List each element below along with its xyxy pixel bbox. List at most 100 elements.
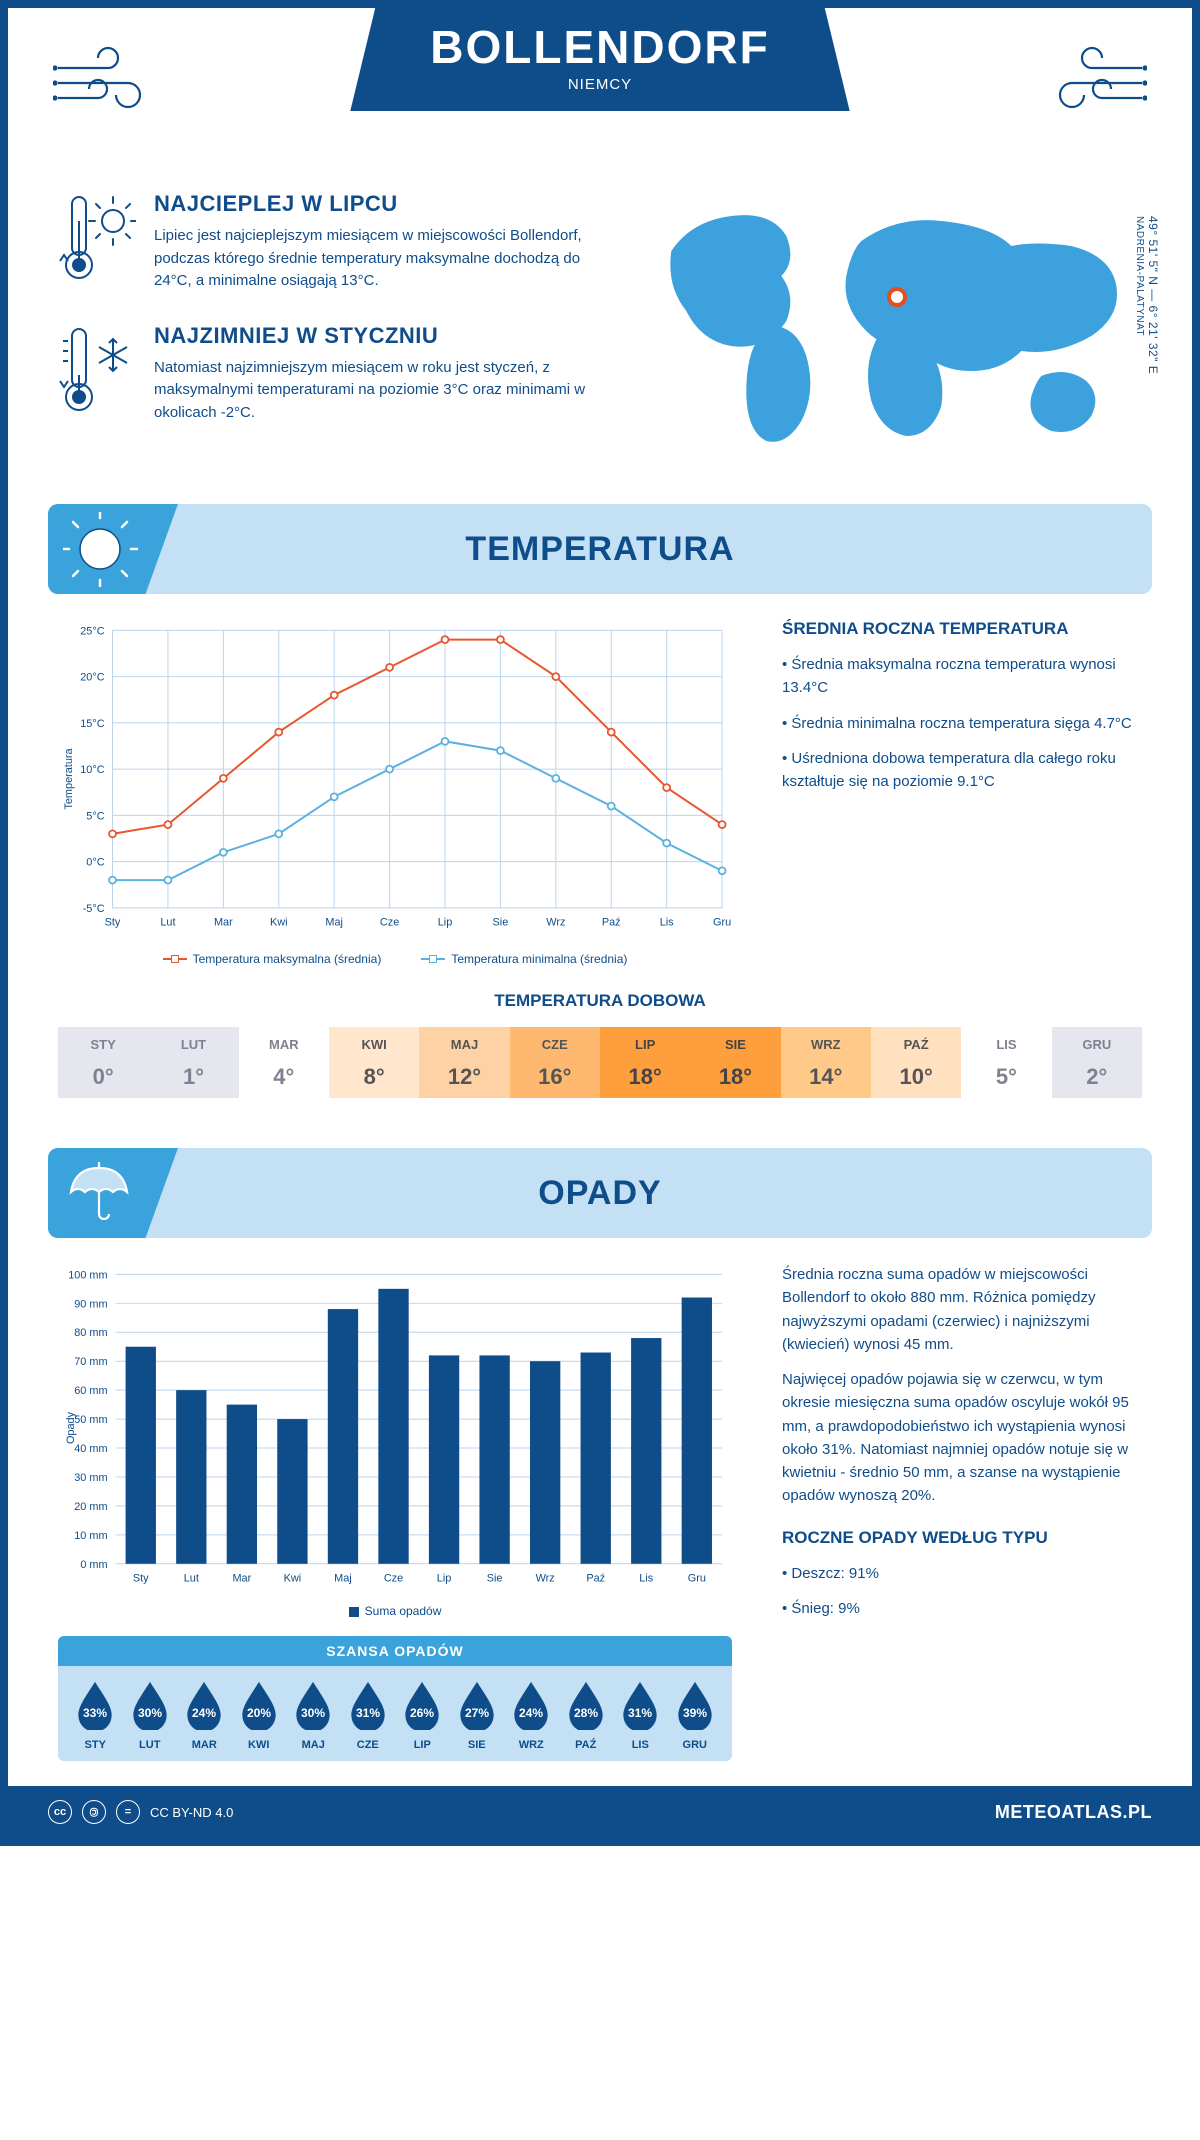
by-icon: 🄯 xyxy=(82,1800,106,1824)
warm-fact: NAJCIEPLEJ W LIPCU Lipiec jest najcieple… xyxy=(58,191,611,293)
precip-paragraph: Najwięcej opadów pojawia się w czerwcu, … xyxy=(782,1368,1142,1508)
precip-paragraph: Średnia roczna suma opadów w miejscowośc… xyxy=(782,1263,1142,1356)
legend-min-label: Temperatura minimalna (średnia) xyxy=(451,952,627,966)
svg-text:20%: 20% xyxy=(247,1706,271,1720)
wind-icon xyxy=(53,43,163,123)
svg-text:-5°C: -5°C xyxy=(83,903,105,915)
svg-text:Lut: Lut xyxy=(184,1573,199,1585)
license-block: cc 🄯 = CC BY-ND 4.0 xyxy=(48,1800,233,1824)
month-cell: LIS5° xyxy=(961,1027,1051,1098)
month-cell: WRZ14° xyxy=(781,1027,871,1098)
svg-text:20°C: 20°C xyxy=(80,672,104,684)
svg-text:Sie: Sie xyxy=(487,1573,503,1585)
svg-text:70 mm: 70 mm xyxy=(74,1356,107,1368)
precipitation-chance: SZANSA OPADÓW 33%STY30%LUT24%MAR20%KWI30… xyxy=(58,1636,732,1761)
svg-text:39%: 39% xyxy=(683,1706,707,1720)
chance-drop: 27%SIE xyxy=(455,1680,499,1751)
chance-drop: 20%KWI xyxy=(237,1680,281,1751)
svg-text:Sie: Sie xyxy=(493,917,509,929)
month-cell: STY0° xyxy=(58,1027,148,1098)
month-cell: CZE16° xyxy=(510,1027,600,1098)
svg-text:Paź: Paź xyxy=(586,1573,605,1585)
svg-text:10 mm: 10 mm xyxy=(74,1530,107,1542)
svg-text:Maj: Maj xyxy=(334,1573,352,1585)
svg-text:Cze: Cze xyxy=(384,1573,403,1585)
temp-bullet: • Uśredniona dobowa temperatura dla całe… xyxy=(782,747,1142,794)
precipitation-info: Średnia roczna suma opadów w miejscowośc… xyxy=(782,1263,1142,1761)
precip-legend-label: Suma opadów xyxy=(365,1604,442,1618)
svg-text:Paź: Paź xyxy=(602,917,621,929)
cold-title: NAJZIMNIEJ W STYCZNIU xyxy=(154,323,611,349)
svg-text:100 mm: 100 mm xyxy=(68,1269,107,1281)
warm-title: NAJCIEPLEJ W LIPCU xyxy=(154,191,611,217)
temperature-info: ŚREDNIA ROCZNA TEMPERATURA • Średnia mak… xyxy=(782,619,1142,966)
svg-text:33%: 33% xyxy=(83,1706,107,1720)
chance-drop: 24%WRZ xyxy=(509,1680,553,1751)
svg-text:Maj: Maj xyxy=(325,917,343,929)
chance-drop: 30%MAJ xyxy=(291,1680,335,1751)
header: BOLLENDORF NIEMCY xyxy=(8,8,1192,191)
svg-text:50 mm: 50 mm xyxy=(74,1414,107,1426)
thermometer-cold-icon xyxy=(58,323,136,425)
svg-text:20 mm: 20 mm xyxy=(74,1501,107,1513)
wind-icon xyxy=(1037,43,1147,123)
month-cell: KWI8° xyxy=(329,1027,419,1098)
svg-text:Temperatura: Temperatura xyxy=(63,747,75,809)
country-name: NIEMCY xyxy=(430,76,769,93)
month-cell: LIP18° xyxy=(600,1027,690,1098)
precipitation-chart: 0 mm10 mm20 mm30 mm40 mm50 mm60 mm70 mm8… xyxy=(58,1263,732,1761)
coords-value: 49° 51' 5" N — 6° 21' 32" E xyxy=(1146,216,1160,374)
infographic-frame: BOLLENDORF NIEMCY NAJCIEPLEJ W LIPCU Lip… xyxy=(0,0,1200,1846)
svg-text:Sty: Sty xyxy=(105,917,121,929)
month-cell: MAR4° xyxy=(239,1027,329,1098)
month-cell: LUT1° xyxy=(148,1027,238,1098)
precipitation-section-header: OPADY xyxy=(48,1148,1152,1238)
region-name: NADRENIA-PALATYNAT xyxy=(1134,216,1145,336)
svg-text:Lis: Lis xyxy=(639,1573,653,1585)
svg-text:Cze: Cze xyxy=(380,917,399,929)
month-strip: STY0°LUT1°MAR4°KWI8°MAJ12°CZE16°LIP18°SI… xyxy=(58,1027,1142,1098)
svg-text:30%: 30% xyxy=(138,1706,162,1720)
chance-title: SZANSA OPADÓW xyxy=(58,1636,732,1666)
daily-temperature: TEMPERATURA DOBOWA STY0°LUT1°MAR4°KWI8°M… xyxy=(8,991,1192,1128)
svg-text:24%: 24% xyxy=(519,1706,543,1720)
cold-text: Natomiast najzimniejszym miesiącem w rok… xyxy=(154,357,611,425)
svg-text:5°C: 5°C xyxy=(86,810,104,822)
facts-column: NAJCIEPLEJ W LIPCU Lipiec jest najcieple… xyxy=(58,191,611,454)
svg-text:28%: 28% xyxy=(574,1706,598,1720)
temp-legend: Temperatura maksymalna (średnia) Tempera… xyxy=(58,952,732,966)
svg-text:24%: 24% xyxy=(192,1706,216,1720)
chance-drop: 26%LIP xyxy=(400,1680,444,1751)
svg-text:25°C: 25°C xyxy=(80,625,104,637)
world-map xyxy=(641,191,1142,451)
svg-text:Gru: Gru xyxy=(688,1573,706,1585)
intro-row: NAJCIEPLEJ W LIPCU Lipiec jest najcieple… xyxy=(8,191,1192,484)
month-cell: MAJ12° xyxy=(419,1027,509,1098)
svg-text:Mar: Mar xyxy=(232,1573,251,1585)
chance-drop: 28%PAŹ xyxy=(564,1680,608,1751)
site-name: METEOATLAS.PL xyxy=(995,1802,1152,1823)
svg-text:Kwi: Kwi xyxy=(284,1573,302,1585)
chance-drop: 31%LIS xyxy=(618,1680,662,1751)
svg-text:40 mm: 40 mm xyxy=(74,1443,107,1455)
temp-bullet: • Średnia maksymalna roczna temperatura … xyxy=(782,653,1142,700)
svg-text:Sty: Sty xyxy=(133,1573,149,1585)
chance-drop: 39%GRU xyxy=(673,1680,717,1751)
month-cell: PAŹ10° xyxy=(871,1027,961,1098)
svg-text:0°C: 0°C xyxy=(86,857,104,869)
svg-text:Wrz: Wrz xyxy=(546,917,565,929)
umbrella-icon xyxy=(63,1156,135,1233)
svg-text:Wrz: Wrz xyxy=(536,1573,555,1585)
svg-text:30 mm: 30 mm xyxy=(74,1472,107,1484)
svg-text:Lis: Lis xyxy=(660,917,674,929)
svg-text:26%: 26% xyxy=(410,1706,434,1720)
svg-text:10°C: 10°C xyxy=(80,764,104,776)
month-cell: GRU2° xyxy=(1052,1027,1142,1098)
svg-text:15°C: 15°C xyxy=(80,718,104,730)
chance-drop: 31%CZE xyxy=(346,1680,390,1751)
chance-drop: 24%MAR xyxy=(182,1680,226,1751)
precipitation-row: 0 mm10 mm20 mm30 mm40 mm50 mm60 mm70 mm8… xyxy=(8,1263,1192,1786)
chance-drop: 33%STY xyxy=(73,1680,117,1751)
temp-info-title: ŚREDNIA ROCZNA TEMPERATURA xyxy=(782,619,1142,639)
svg-text:60 mm: 60 mm xyxy=(74,1385,107,1397)
